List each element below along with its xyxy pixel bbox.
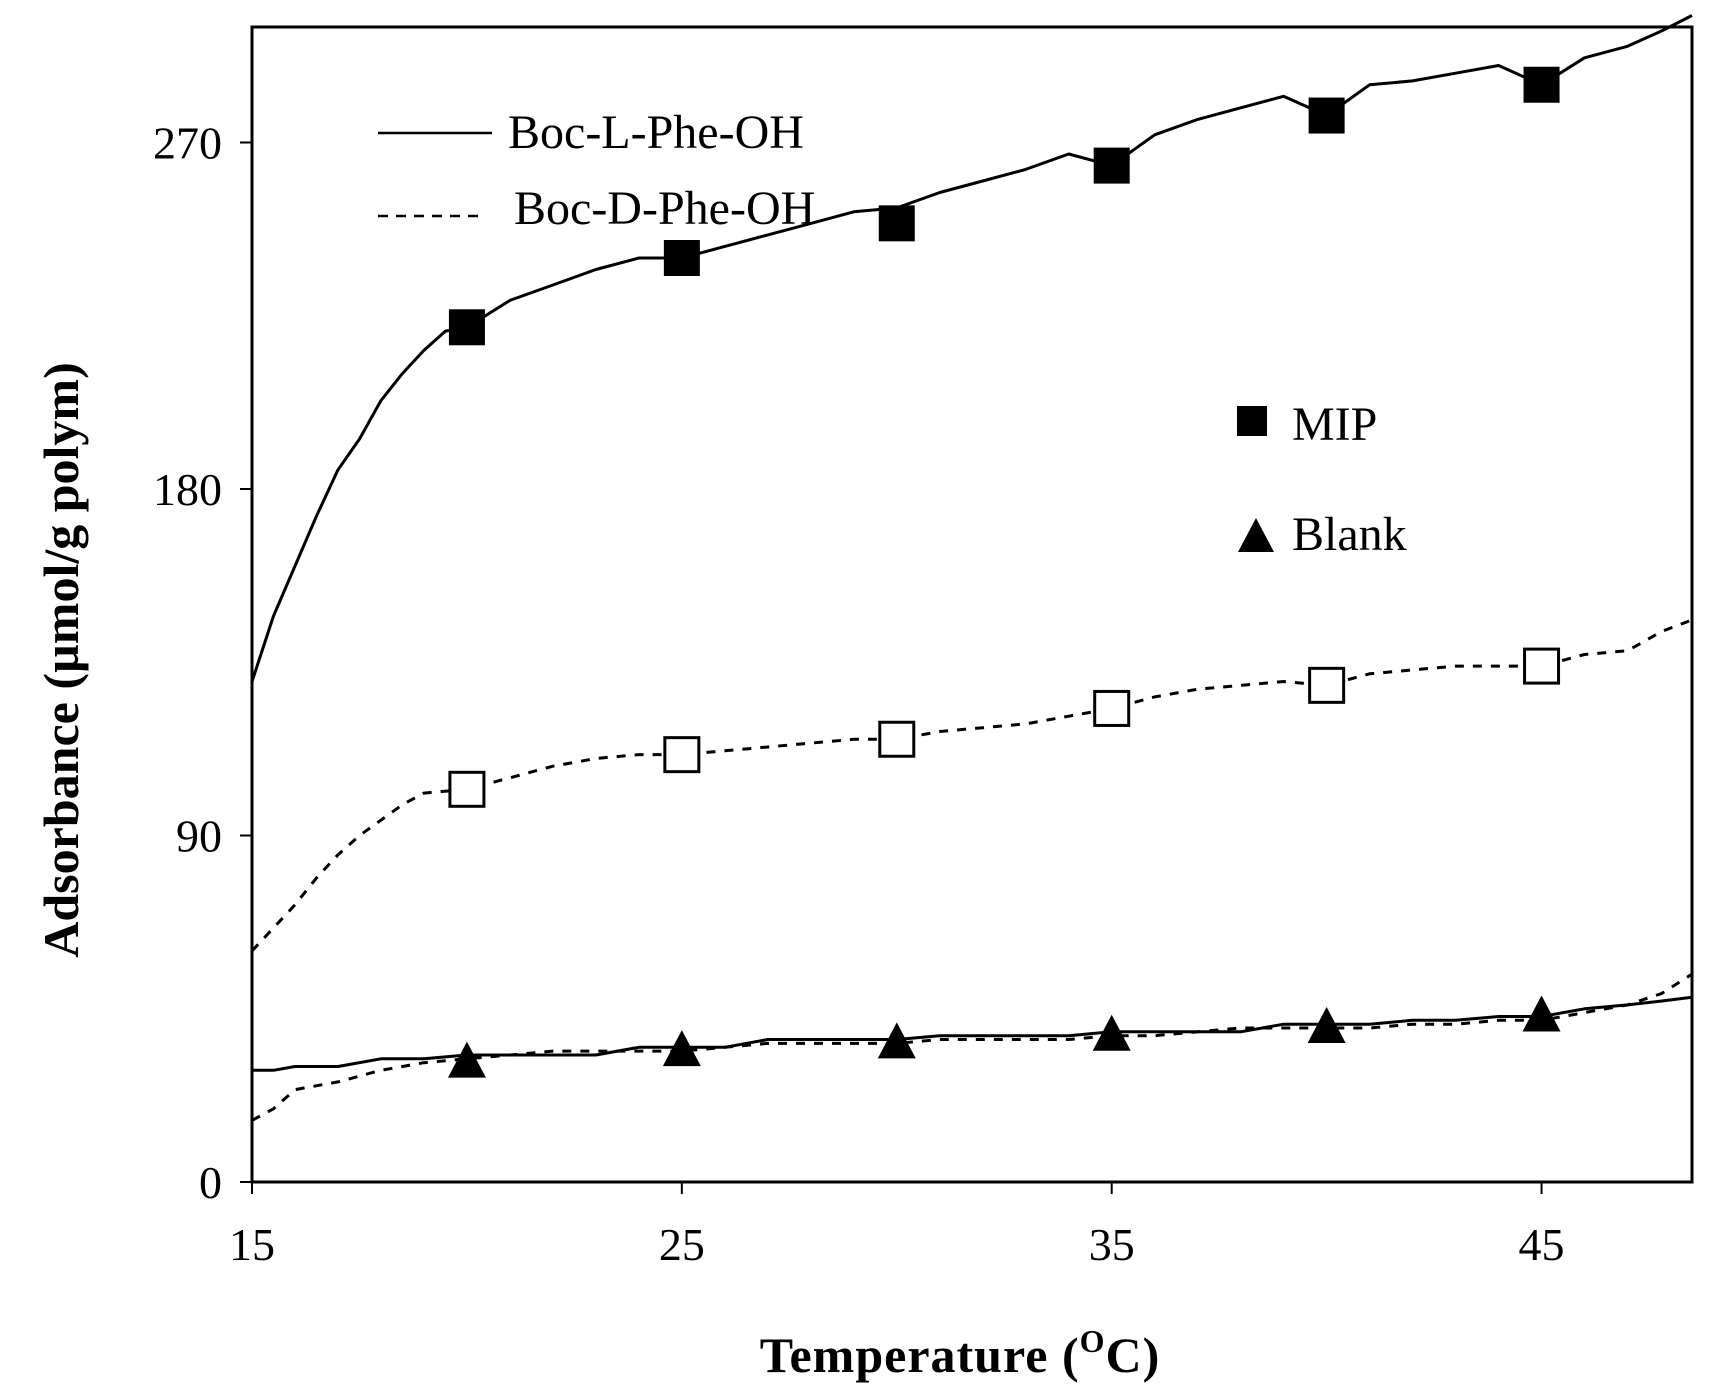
y-tick-label: 180	[153, 464, 222, 515]
marker-filled-square	[663, 240, 700, 276]
marker-filled-square	[448, 309, 485, 346]
legend-square-marker-icon	[1237, 406, 1267, 436]
plot-area-frame	[250, 25, 1694, 1184]
marker-filled-triangle	[877, 1022, 916, 1059]
marker-open-square	[1523, 647, 1561, 685]
y-tick-label: 270	[153, 118, 222, 169]
x-axis-title-end: C)	[1106, 1327, 1161, 1383]
series-line-2	[250, 618, 1693, 953]
legend-label-boc-l: Boc-L-Phe-OH	[508, 106, 804, 159]
marker-open-square	[448, 770, 486, 808]
x-tick-label: 25	[659, 1219, 705, 1270]
marker-filled-triangle	[662, 1030, 701, 1067]
legend-label-mip: MIP	[1292, 398, 1377, 451]
x-tick-label: 35	[1089, 1219, 1135, 1270]
marker-filled-triangle	[1522, 995, 1561, 1032]
legend-label-blank: Blank	[1292, 508, 1407, 561]
marker-open-square	[1308, 666, 1346, 704]
marker-open-square	[878, 720, 916, 758]
x-axis-title: Temperature (OC)	[760, 1323, 1161, 1383]
y-tick-label: 0	[199, 1157, 222, 1208]
legend-triangle-marker-icon	[1238, 518, 1274, 552]
marker-open-square	[663, 736, 701, 774]
y-axis-title: Adsorbance (µmol/g polym)	[33, 362, 89, 957]
legend-label-boc-d: Boc-D-Phe-OH	[514, 182, 815, 235]
x-axis-title-sup: O	[1080, 1323, 1106, 1359]
marker-layer	[447, 66, 1561, 1078]
marker-filled-square	[878, 205, 915, 242]
x-tick-label: 45	[1519, 1219, 1565, 1270]
marker-open-square	[1093, 689, 1131, 727]
marker-filled-square	[1093, 147, 1130, 184]
tick-layer: 15 25 35 45 0 90 180 270	[153, 118, 1565, 1271]
marker-filled-triangle	[1092, 1014, 1131, 1051]
series-layer	[250, 14, 1693, 1122]
x-tick-label: 15	[229, 1219, 275, 1270]
y-tick-label: 90	[176, 811, 222, 862]
marker-filled-triangle	[1307, 1007, 1346, 1043]
series-line-1	[250, 14, 1693, 682]
marker-filled-square	[1523, 66, 1560, 103]
x-axis-title-main: Temperature (	[760, 1327, 1080, 1383]
marker-filled-square	[1308, 97, 1345, 134]
marker-filled-triangle	[447, 1041, 486, 1078]
